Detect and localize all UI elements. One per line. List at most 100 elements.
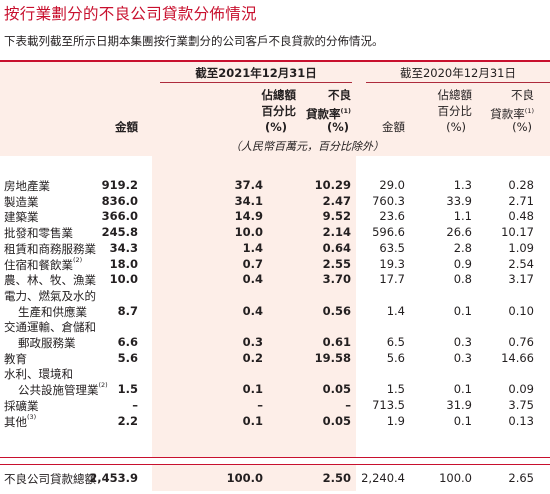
cell-npl-ratio-2021: 9.52 (322, 209, 351, 224)
cell-amount-2021: 245.8 (101, 225, 138, 240)
share-header-2021-unit: (%) (264, 120, 287, 134)
table-row: 其他(3) 2.2 0.1 0.05 1.9 0.1 0.13 (0, 413, 550, 430)
cell-amount-2020: 1.9 (386, 413, 405, 428)
share-header-2021-l2: 百分比 (261, 104, 297, 118)
cell-amount-2021: 5.6 (117, 350, 138, 365)
cell-share-2021: 37.4 (234, 178, 263, 192)
cell-npl-ratio-2020: 0.76 (508, 334, 534, 349)
intro-text: 下表載列截至所示日期本集團按行業劃分的公司客戶不良貸款的分佈情況。 (4, 34, 384, 48)
cell-amount-2020: 713.5 (372, 397, 405, 412)
cell-share-2021: 0.1 (242, 413, 263, 428)
cell-share-2021: 34.1 (234, 193, 263, 208)
table-row: 租賃和商務服務業 34.3 1.4 0.64 63.5 2.8 1.09 (0, 241, 550, 257)
npl-header-2020-unit: (%) (512, 120, 532, 134)
cell-npl-ratio-2020: 2.54 (508, 256, 534, 271)
cell-npl-ratio-2021: 0.64 (322, 240, 351, 255)
table-row: 交通運輸、倉儲和 郵政服務業 6.6 0.3 0.61 6.5 0.3 0.76 (0, 319, 550, 350)
table-row: 製造業 836.0 34.1 2.47 760.3 33.9 2.71 (0, 194, 550, 210)
cell-npl-ratio-2021: 0.05 (322, 413, 351, 428)
period-2020-rule (366, 82, 550, 83)
row-label: 水利、環境和 (4, 367, 73, 382)
row-label: 住宿和餐飲業(2) (4, 255, 83, 272)
total-2021-amount: 2,453.9 (89, 471, 138, 485)
table-row: 電力、燃氣及水的 生產和供應業 8.7 0.4 0.56 1.4 0.1 0.10 (0, 288, 550, 319)
amount-header-2021: 金額 (115, 120, 138, 134)
cell-npl-ratio-2020: 14.66 (501, 350, 534, 365)
cell-amount-2020: 5.6 (386, 350, 405, 365)
cell-amount-2020: 760.3 (372, 193, 405, 208)
cell-npl-ratio-2021: 2.55 (322, 256, 351, 271)
npl-header-2021-l1: 不良 (328, 88, 351, 102)
cell-share-2021: – (257, 397, 263, 412)
cell-amount-2020: 1.4 (386, 303, 405, 318)
cell-amount-2021: 2.2 (117, 413, 138, 428)
npl-header-2021-l2: 貸款率(1) (306, 106, 351, 121)
table-row: 教育 5.6 0.2 19.58 5.6 0.3 14.66 (0, 351, 550, 367)
period-2021-header: 截至2021年12月31日 (195, 66, 317, 80)
cell-amount-2021: 8.7 (117, 303, 138, 318)
npl-header-2021-unit: (%) (326, 120, 349, 134)
table-row: 採礦業 – – – 713.5 31.9 3.75 (0, 398, 550, 414)
total-2020-share: 100.0 (439, 471, 472, 485)
cell-share-2021: 1.4 (242, 240, 263, 255)
cell-npl-ratio-2020: 0.48 (508, 209, 534, 224)
cell-share-2020: 2.8 (453, 240, 472, 255)
cell-share-2021: 10.0 (234, 225, 263, 240)
page-title: 按行業劃分的不良公司貸款分佈情況 (4, 5, 257, 23)
table-row: 房地產業 919.2 37.4 10.29 29.0 1.3 0.28 (0, 178, 550, 194)
row-label: 採礦業 (4, 398, 39, 413)
cell-share-2020: 1.1 (453, 209, 472, 224)
row-label-continued: 生產和供應業 (18, 304, 87, 319)
cell-npl-ratio-2020: 0.09 (508, 382, 534, 397)
cell-npl-ratio-2021: 10.29 (314, 178, 351, 192)
row-label: 批發和零售業 (4, 226, 73, 241)
cell-amount-2020: 596.6 (372, 225, 405, 240)
cell-share-2021: 0.2 (242, 350, 263, 365)
cell-amount-2021: 18.0 (109, 256, 138, 271)
cell-npl-ratio-2021: 2.47 (322, 193, 351, 208)
total-2021-share: 100.0 (226, 471, 263, 485)
cell-share-2020: 0.1 (453, 303, 472, 318)
cell-share-2021: 0.1 (242, 382, 263, 397)
row-label-continued: 郵政服務業 (18, 335, 76, 350)
period-2021-rule (160, 82, 352, 83)
row-label: 房地產業 (4, 179, 50, 193)
cell-amount-2021: 366.0 (101, 209, 138, 224)
cell-npl-ratio-2020: 3.17 (508, 272, 534, 287)
total-2020-amount: 2,240.4 (361, 471, 405, 485)
total-label: 不良公司貸款總額 (4, 472, 96, 486)
row-label: 建築業 (4, 210, 39, 225)
header-band (0, 60, 550, 156)
cell-amount-2021: 919.2 (101, 178, 138, 192)
cell-amount-2021: – (132, 397, 138, 412)
share-header-2020-l2: 百分比 (437, 104, 473, 118)
cell-amount-2020: 63.5 (379, 240, 405, 255)
table-row: 批發和零售業 245.8 10.0 2.14 596.6 26.6 10.17 (0, 225, 550, 241)
cell-share-2020: 1.3 (453, 178, 472, 192)
cell-share-2021: 0.3 (242, 334, 263, 349)
cell-npl-ratio-2021: 0.61 (322, 334, 351, 349)
cell-share-2021: 0.4 (242, 303, 263, 318)
cell-npl-ratio-2021: 3.70 (322, 272, 351, 287)
cell-npl-ratio-2020: 10.17 (501, 225, 534, 240)
cell-npl-ratio-2020: 1.09 (508, 240, 534, 255)
npl-header-2020-l2: 貸款率(1) (490, 106, 534, 121)
cell-share-2020: 0.9 (453, 256, 472, 271)
cell-amount-2021: 34.3 (109, 240, 138, 255)
row-label: 交通運輸、倉儲和 (4, 320, 96, 335)
table-row: 水利、環境和 公共設施管理業(2) 1.5 0.1 0.05 1.5 0.1 0.09 (0, 366, 550, 397)
cell-npl-ratio-2020: 2.71 (508, 193, 534, 208)
share-header-2020-l1: 佔總額 (437, 88, 473, 102)
cell-amount-2020: 29.0 (379, 178, 405, 192)
table-row: 建築業 366.0 14.9 9.52 23.6 1.1 0.48 (0, 209, 550, 225)
total-2020-npl: 2.65 (508, 471, 534, 485)
cell-share-2020: 0.1 (453, 413, 472, 428)
highlight-total-2021 (152, 464, 356, 491)
row-label: 教育 (4, 351, 27, 366)
cell-amount-2020: 1.5 (386, 382, 405, 397)
row-label: 租賃和商務服務業 (4, 241, 96, 256)
table-row: 農、林、牧、漁業 10.0 0.4 3.70 17.7 0.8 3.17 (0, 272, 550, 288)
period-2020-header: 截至2020年12月31日 (399, 66, 517, 80)
cell-npl-ratio-2020: 3.75 (508, 397, 534, 412)
cell-npl-ratio-2020: 0.13 (508, 413, 534, 428)
